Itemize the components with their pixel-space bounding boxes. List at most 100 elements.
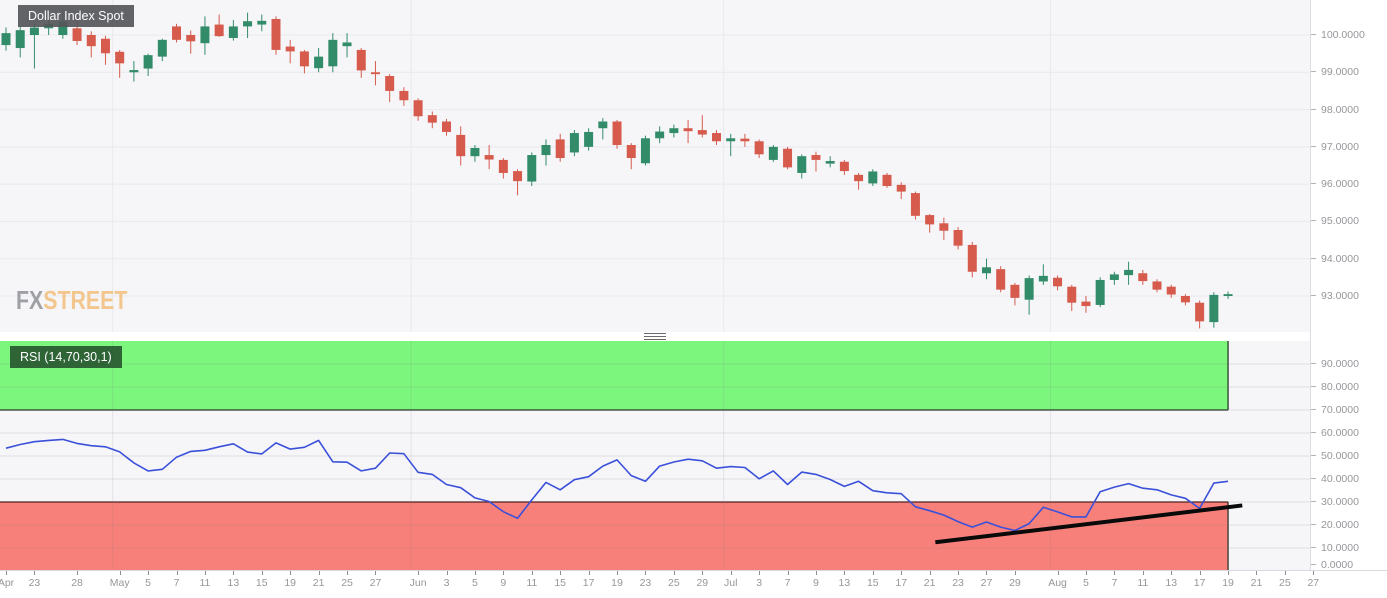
price-scale-axis[interactable]: 100.0000 99.0000 98.0000 97.0000 96.0000 95.0…: [1310, 0, 1387, 571]
candle: [1095, 277, 1105, 308]
axis-tick: [1311, 363, 1316, 364]
oversold-band: [0, 502, 1229, 570]
candle-body: [1195, 302, 1205, 322]
date-tick-label: 28: [71, 577, 83, 589]
candle: [1180, 294, 1190, 306]
candle-body: [697, 130, 707, 135]
price-axis-label: 96.0000: [1321, 178, 1359, 191]
candle-body: [910, 193, 920, 216]
candle-body: [640, 138, 650, 164]
candle: [626, 143, 636, 170]
candle: [726, 133, 736, 157]
candle: [996, 266, 1006, 293]
candle: [285, 39, 295, 64]
candle: [754, 139, 764, 159]
pane-splitter[interactable]: [0, 332, 1387, 341]
candle-body: [598, 121, 608, 129]
date-tick-label: 19: [611, 577, 623, 589]
date-tick-label: 17: [1193, 577, 1206, 589]
axis-tick: [1311, 34, 1316, 35]
price-axis-label: 98.0000: [1321, 103, 1359, 116]
axis-tick: [1311, 478, 1316, 479]
rsi-pane[interactable]: [0, 341, 1310, 570]
candle: [740, 133, 750, 147]
date-tick-label: Apr: [0, 577, 15, 589]
axis-tick: [1311, 257, 1316, 259]
candle-body: [612, 121, 622, 145]
candle: [442, 118, 452, 136]
candle: [370, 61, 380, 86]
time-scale-axis[interactable]: Apr 23 28 May 5 7 11 13 15 19 21 25 27 Jun 3 5 9 11 15 17 19…: [0, 570, 1387, 598]
candle: [356, 48, 366, 78]
rsi-indicator-label: RSI (14,70,30,1): [10, 346, 122, 368]
candle: [555, 133, 565, 162]
candle-body: [356, 49, 366, 71]
candle: [541, 139, 551, 166]
candle-body: [1209, 294, 1219, 323]
candle: [129, 61, 139, 82]
candle: [200, 16, 210, 55]
candle-body: [271, 18, 281, 50]
axis-tick: [1142, 571, 1144, 575]
rsi-axis-label: 0.0000: [1321, 559, 1354, 571]
candle-body: [157, 39, 167, 57]
candle-body: [925, 215, 935, 225]
candle: [1109, 271, 1119, 285]
candle: [683, 120, 693, 144]
candle: [1166, 284, 1176, 298]
candle: [1038, 264, 1048, 285]
trendline-annotation[interactable]: [935, 503, 1243, 545]
date-tick-label: May: [109, 577, 130, 589]
candle: [598, 118, 608, 140]
candle: [427, 111, 437, 129]
axis-tick: [1311, 455, 1316, 456]
axis-tick: [318, 571, 320, 575]
candle: [839, 159, 849, 175]
candle: [342, 33, 352, 58]
rsi-line: [5, 438, 1229, 532]
date-tick-label: 27: [980, 577, 993, 589]
candle: [243, 12, 253, 38]
candle-body: [342, 42, 352, 47]
candle-body: [981, 267, 991, 274]
axis-tick: [929, 571, 931, 575]
axis-tick: [1256, 571, 1258, 575]
axis-tick: [418, 571, 420, 575]
candle: [1138, 269, 1148, 285]
date-tick-label: 23: [639, 577, 652, 589]
candle-body: [513, 171, 523, 182]
axis-tick: [673, 571, 675, 575]
candle: [271, 16, 281, 55]
candle-body: [626, 144, 636, 159]
candle: [697, 115, 707, 138]
candle: [228, 20, 238, 41]
candle-body: [257, 20, 267, 25]
candle-body: [882, 174, 892, 187]
date-tick-label: 15: [554, 577, 567, 589]
candle-body: [1180, 296, 1190, 303]
watermark-street-text: STREET: [43, 285, 128, 315]
date-tick-label: 29: [696, 577, 709, 589]
date-tick-label: 7: [173, 577, 180, 589]
candle: [399, 87, 409, 106]
date-tick-label: 3: [443, 577, 450, 589]
axis-tick: [446, 571, 448, 575]
candle-body: [797, 156, 807, 173]
candle-body: [29, 27, 39, 35]
candle-body: [825, 161, 835, 164]
date-tick-label: 3: [756, 577, 763, 589]
pane-resize-grip-icon[interactable]: [644, 333, 666, 340]
candle-body: [854, 174, 864, 182]
date-tick-label: 25: [341, 577, 353, 589]
candle: [1024, 275, 1034, 315]
axis-tick: [844, 571, 846, 575]
candle-body: [541, 144, 551, 156]
rsi-axis-label: 80.0000: [1321, 381, 1359, 393]
candle-body: [15, 30, 25, 49]
price-pane[interactable]: [0, 0, 1310, 333]
axis-tick: [1311, 564, 1316, 565]
candle-body: [214, 24, 224, 37]
date-tick-label: 15: [255, 577, 268, 589]
candle-body: [1095, 279, 1105, 305]
candle: [967, 241, 977, 278]
